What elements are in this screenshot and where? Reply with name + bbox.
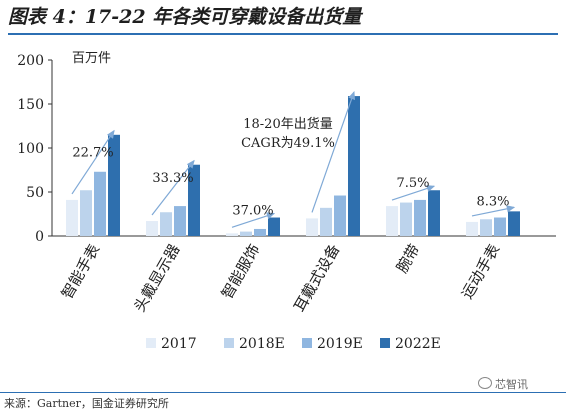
growth-arrow-1 bbox=[151, 159, 195, 216]
callout-line-2: CAGR为49.1% bbox=[241, 136, 335, 151]
legend-label-2: 2019E bbox=[317, 336, 363, 352]
bar-3-0 bbox=[306, 218, 318, 236]
growth-arrow-4 bbox=[391, 185, 436, 201]
y-tick-label-0: 0 bbox=[35, 229, 44, 245]
legend-label-3: 2022E bbox=[395, 336, 441, 352]
bar-chart: 0 50 100 150 200 百万件 22.7% 33.3% 37.0% 7.5% 8.3%… bbox=[17, 51, 556, 352]
bar-0-0 bbox=[66, 199, 78, 236]
unit-label: 百万件 bbox=[72, 51, 111, 66]
bar-1-3 bbox=[188, 164, 200, 236]
y-tick-label-3: 150 bbox=[17, 97, 44, 113]
growth-arrow-0 bbox=[71, 129, 115, 195]
bar-4-2 bbox=[414, 199, 426, 236]
bar-5-2 bbox=[494, 217, 506, 236]
source-note: 来源：Gartner，国金证券研究所 bbox=[4, 397, 169, 410]
watermark-text: 芯智讯 bbox=[495, 378, 528, 391]
footer-rule bbox=[0, 392, 566, 393]
x-label-4: 腕带 bbox=[393, 241, 424, 276]
legend-swatch-3 bbox=[380, 338, 390, 348]
bar-2-1 bbox=[240, 231, 252, 236]
growth-label-5: 8.3% bbox=[476, 195, 509, 210]
bar-0-2 bbox=[94, 171, 106, 236]
legend-label-0: 2017 bbox=[161, 336, 197, 352]
bar-0-1 bbox=[80, 190, 92, 236]
growth-arrow-3 bbox=[311, 90, 356, 213]
bar-0-3 bbox=[108, 134, 120, 236]
legend-swatch-2 bbox=[302, 338, 312, 348]
growth-arrow-5 bbox=[471, 205, 516, 217]
bar-1-2 bbox=[174, 206, 186, 236]
growth-label-4: 7.5% bbox=[396, 176, 429, 191]
bar-3-2 bbox=[334, 195, 346, 236]
title-rule bbox=[8, 33, 558, 35]
y-tick-label-2: 100 bbox=[17, 141, 44, 157]
watermark: 芯智讯 bbox=[478, 376, 528, 392]
legend-swatch-1 bbox=[224, 338, 234, 348]
wechat-icon bbox=[478, 377, 492, 389]
bar-1-1 bbox=[160, 212, 172, 236]
bar-5-3 bbox=[508, 211, 520, 236]
x-label-5: 运动手表 bbox=[458, 241, 504, 302]
bar-4-0 bbox=[386, 206, 398, 236]
growth-label-2: 37.0% bbox=[232, 203, 273, 218]
bar-2-2 bbox=[254, 228, 266, 236]
figure-title: 图表 4：17-22 年各类可穿戴设备出货量 bbox=[8, 6, 362, 28]
growth-arrow-2 bbox=[231, 212, 276, 228]
bar-5-1 bbox=[480, 219, 492, 236]
y-tick-label-1: 50 bbox=[26, 185, 44, 201]
legend-swatch-0 bbox=[146, 338, 156, 348]
legend-label-1: 2018E bbox=[239, 336, 285, 352]
callout-line-1: 18-20年出货量 bbox=[243, 116, 332, 132]
bar-1-0 bbox=[146, 221, 158, 236]
bar-3-1 bbox=[320, 207, 332, 236]
x-label-0: 智能手表 bbox=[58, 241, 104, 302]
bar-2-0 bbox=[226, 233, 238, 236]
bar-4-1 bbox=[400, 202, 412, 236]
x-label-3: 耳戴式设备 bbox=[290, 241, 343, 315]
x-label-1: 头戴显示器 bbox=[130, 241, 183, 315]
x-label-2: 智能服饰 bbox=[218, 241, 264, 302]
bar-4-3 bbox=[428, 190, 440, 236]
bar-5-0 bbox=[466, 221, 478, 236]
growth-label-1: 33.3% bbox=[152, 171, 193, 186]
bar-3-3 bbox=[348, 96, 360, 236]
y-tick-label-4: 200 bbox=[17, 53, 44, 69]
growth-label-0: 22.7% bbox=[72, 145, 113, 160]
bar-2-3 bbox=[268, 217, 280, 236]
